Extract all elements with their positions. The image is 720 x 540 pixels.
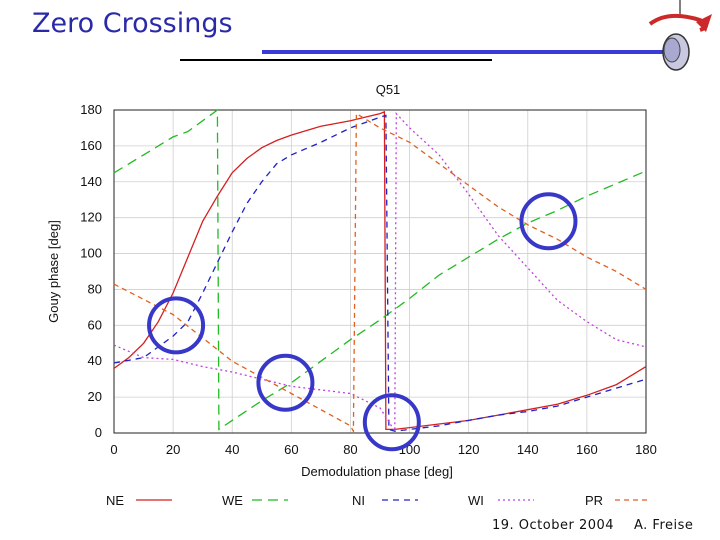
- x-tick-label: 140: [517, 442, 539, 457]
- y-tick-label: 120: [80, 210, 102, 225]
- y-tick-label: 140: [80, 174, 102, 189]
- annotation-circle: [256, 353, 315, 412]
- slide-title: Zero Crossings: [32, 8, 233, 39]
- y-axis-label: Gouy phase [deg]: [46, 220, 61, 323]
- legend-item: NE: [106, 493, 172, 508]
- series-line-ni: [113, 114, 647, 432]
- x-tick-label: 160: [576, 442, 598, 457]
- annotation-circle: [147, 296, 206, 355]
- y-tick-label: 160: [80, 138, 102, 153]
- y-tick-label: 80: [88, 281, 102, 296]
- y-tick-label: 40: [88, 353, 102, 368]
- series-line-pr: [113, 112, 647, 434]
- y-tick-label: 100: [80, 246, 102, 261]
- annotation-circle: [519, 192, 578, 251]
- x-tick-label: 60: [284, 442, 298, 457]
- chart-title: Q51: [376, 82, 401, 97]
- legend-item: WE: [222, 493, 288, 508]
- x-axis-label: Demodulation phase [deg]: [301, 464, 453, 479]
- series-line-we: [113, 108, 647, 431]
- footer-date: 19. October 2004: [492, 518, 615, 533]
- series-line-ne: [113, 110, 647, 431]
- x-tick-label: 20: [166, 442, 180, 457]
- y-tick-label: 180: [80, 102, 102, 117]
- x-tick-label: 180: [635, 442, 657, 457]
- plot-frame: [113, 109, 647, 434]
- legend-label: WI: [468, 493, 484, 508]
- x-tick-label: 120: [458, 442, 480, 457]
- x-tick-label: 40: [225, 442, 239, 457]
- legend-item: NI: [352, 493, 418, 508]
- x-tick-label: 80: [343, 442, 357, 457]
- legend-item: PR: [585, 493, 651, 508]
- plot-area: [114, 110, 646, 433]
- x-tick-label: 0: [110, 442, 117, 457]
- legend-label: WE: [222, 493, 243, 508]
- legend-label: NE: [106, 493, 124, 508]
- legend-item: WI: [468, 493, 534, 508]
- legend-label: NI: [352, 493, 365, 508]
- y-tick-label: 60: [88, 317, 102, 332]
- y-tick-label: 0: [95, 425, 102, 440]
- footer-author: A. Freise: [634, 518, 694, 533]
- rotating-wheel-icon: [648, 0, 712, 71]
- y-tick-label: 20: [88, 389, 102, 404]
- legend-label: PR: [585, 493, 603, 508]
- annotation-circle: [362, 393, 421, 452]
